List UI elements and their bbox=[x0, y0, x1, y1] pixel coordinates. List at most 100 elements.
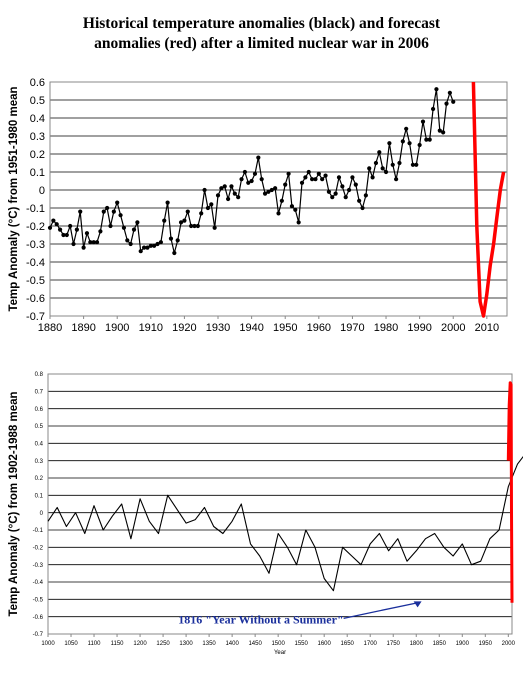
y-axis-label: Temp Anomaly (°C) from 1902-1988 mean bbox=[8, 391, 20, 616]
data-point bbox=[202, 187, 207, 193]
data-point bbox=[232, 191, 237, 196]
x-tick-label: 1700 bbox=[364, 641, 378, 647]
data-point bbox=[313, 177, 318, 182]
x-tick-label: 1910 bbox=[139, 322, 163, 334]
data-point bbox=[441, 130, 446, 135]
data-point bbox=[407, 141, 412, 146]
data-point bbox=[81, 245, 86, 250]
data-point bbox=[434, 87, 439, 92]
y-tick-label: -0.4 bbox=[26, 257, 45, 269]
data-point bbox=[370, 175, 375, 180]
x-tick-label: 1900 bbox=[105, 322, 129, 334]
x-tick-label: 2010 bbox=[475, 322, 499, 334]
data-point bbox=[222, 184, 227, 189]
x-tick-label: 1050 bbox=[64, 641, 78, 647]
data-point bbox=[360, 205, 365, 211]
plot-frame bbox=[47, 373, 513, 635]
data-point bbox=[310, 177, 315, 182]
data-point bbox=[152, 243, 157, 248]
x-tick-label: 1750 bbox=[387, 641, 401, 647]
data-point bbox=[447, 90, 452, 95]
data-point bbox=[78, 209, 83, 214]
data-point bbox=[47, 225, 53, 230]
x-tick-label: 1000 bbox=[41, 641, 55, 647]
data-point bbox=[353, 182, 358, 187]
data-point bbox=[205, 205, 211, 211]
x-tick-label: 1500 bbox=[271, 641, 285, 647]
x-tick-label: 1990 bbox=[407, 322, 431, 334]
data-point bbox=[141, 245, 147, 250]
data-point bbox=[64, 232, 69, 238]
y-tick-label: 0.8 bbox=[35, 372, 44, 378]
y-tick-label: 0.1 bbox=[35, 493, 44, 499]
data-point bbox=[215, 193, 221, 198]
data-point bbox=[148, 243, 153, 248]
y-tick-label: 0.3 bbox=[35, 459, 44, 465]
data-point bbox=[259, 177, 264, 182]
data-point bbox=[451, 99, 456, 104]
data-point bbox=[266, 189, 271, 194]
data-point bbox=[444, 101, 449, 106]
y-tick-label: -0.6 bbox=[26, 293, 45, 305]
data-point bbox=[145, 245, 150, 250]
data-point bbox=[269, 187, 274, 193]
data-point bbox=[54, 222, 59, 227]
data-point bbox=[430, 106, 436, 112]
data-point bbox=[286, 171, 291, 176]
y-axis-label: Temp Anomaly (°C) from 1951-1980 mean bbox=[8, 86, 20, 311]
data-point bbox=[57, 227, 63, 232]
y-tick-label: 0 bbox=[39, 185, 45, 197]
chart-title-line-1: Historical temperature anomalies (black)… bbox=[82, 15, 441, 32]
data-point bbox=[74, 227, 79, 232]
data-point bbox=[303, 175, 308, 180]
y-tick-label: -0.7 bbox=[33, 632, 44, 638]
data-point bbox=[256, 155, 261, 160]
y-tick-label: 0.7 bbox=[35, 389, 44, 395]
bottom-chart: 0.8 0.7 0.6 0.5 0.4 0.3 0.2 0.1 0 -0.1 -0.2 -0.3 -0.… bbox=[8, 372, 523, 656]
data-point bbox=[88, 240, 93, 245]
data-point bbox=[111, 209, 116, 214]
data-point bbox=[118, 213, 123, 218]
data-point bbox=[276, 211, 281, 216]
data-point bbox=[336, 175, 342, 180]
annotation-arrowhead bbox=[413, 601, 422, 608]
x-tick-label: 1850 bbox=[433, 641, 447, 647]
data-point bbox=[162, 218, 167, 223]
data-point bbox=[68, 223, 73, 229]
data-point bbox=[108, 223, 113, 229]
data-point bbox=[71, 241, 76, 247]
data-point bbox=[380, 166, 385, 171]
x-tick-label: 1950 bbox=[273, 322, 297, 334]
x-tick-label: 2000 bbox=[441, 322, 465, 334]
y-tick-label: -0.5 bbox=[33, 597, 44, 603]
data-point bbox=[252, 171, 258, 176]
data-point bbox=[427, 137, 432, 142]
data-point bbox=[135, 220, 140, 225]
y-tick-label: -0.3 bbox=[26, 239, 45, 251]
data-point bbox=[383, 169, 389, 175]
x-tick-label: 1150 bbox=[111, 641, 125, 647]
y-tick-label: 0.4 bbox=[30, 113, 45, 125]
data-point bbox=[178, 220, 184, 225]
x-tick-label: 1900 bbox=[456, 641, 470, 647]
y-tick-label: 0.4 bbox=[35, 441, 44, 447]
y-tick-label: 0.6 bbox=[30, 77, 45, 89]
data-point bbox=[225, 196, 231, 202]
y-tick-label: 0.5 bbox=[35, 424, 44, 430]
data-point bbox=[410, 162, 416, 167]
data-point bbox=[397, 160, 402, 166]
data-point bbox=[323, 173, 328, 178]
data-point bbox=[296, 220, 301, 225]
data-point bbox=[289, 204, 295, 209]
data-point bbox=[377, 150, 382, 155]
data-point bbox=[437, 128, 442, 133]
data-point bbox=[182, 218, 187, 223]
data-point bbox=[299, 180, 305, 185]
x-tick-label: 1100 bbox=[88, 641, 102, 647]
data-point bbox=[158, 240, 163, 245]
data-point bbox=[229, 184, 234, 189]
x-tick-label: 1980 bbox=[374, 322, 398, 334]
data-point bbox=[101, 209, 106, 214]
x-axis-label: Year bbox=[274, 650, 286, 656]
data-point bbox=[346, 187, 352, 193]
